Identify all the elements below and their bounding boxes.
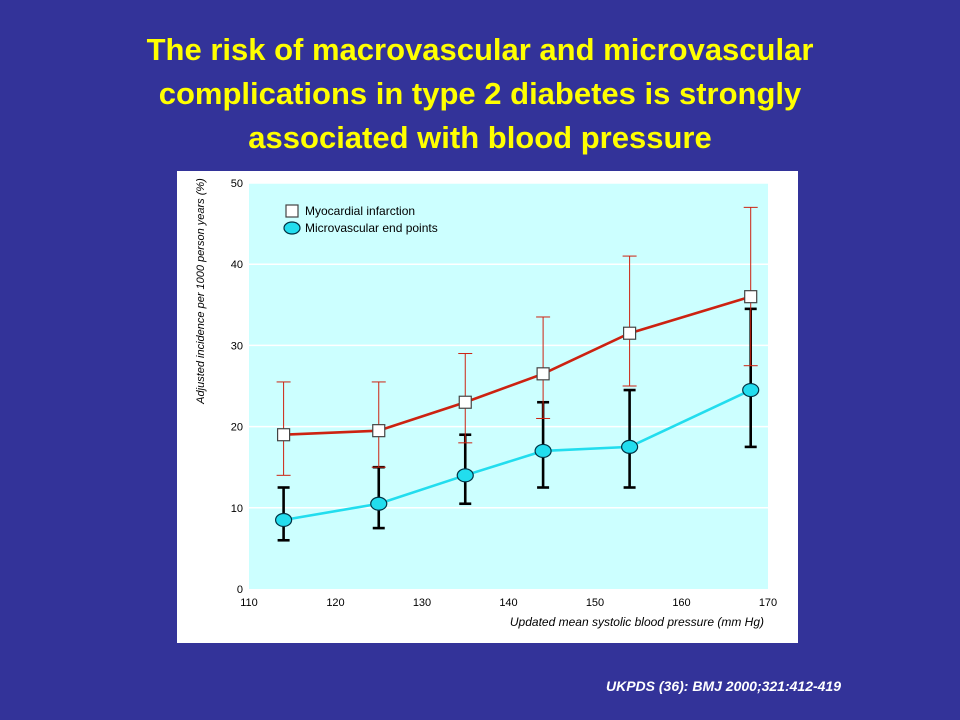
title-line-3: associated with blood pressure [248,120,712,155]
x-tick-label: 170 [759,597,777,609]
legend-label-mi: Myocardial infarction [305,204,415,218]
line-chart: 0 10 20 30 40 50 110 120 130 140 150 160 170 Updated … [195,178,777,629]
micro-data-point [274,512,293,528]
mi-data-point [623,326,637,340]
micro-data-point [621,439,639,454]
y-tick-label: 10 [231,503,243,515]
micro-data-point [370,496,388,511]
y-tick-label: 20 [231,422,243,434]
title-line-2: complications in type 2 diabetes is stro… [158,76,802,111]
mi-data-point [276,428,291,442]
x-tick-label: 150 [586,597,604,609]
slide-title: The risk of macrovascular and microvascu… [40,28,920,160]
title-line-1: The risk of macrovascular and microvascu… [146,32,814,67]
mi-data-point [536,367,550,381]
legend-marker-mi [285,204,299,218]
mi-data-point [372,424,386,438]
y-axis-label: Adjusted incidence per 1000 person years… [195,178,207,405]
legend-marker-micro [283,221,301,235]
mi-data-point [744,290,758,304]
x-tick-label: 130 [413,597,431,609]
y-tick-label: 0 [237,584,243,596]
micro-data-point [742,382,760,398]
y-tick-label: 50 [231,178,243,190]
mi-data-point [458,395,472,409]
x-tick-label: 160 [672,597,690,609]
citation: UKPDS (36): BMJ 2000;321:412-419 [606,678,841,694]
y-tick-label: 40 [231,259,243,271]
micro-data-point [456,468,474,483]
legend-label-micro: Microvascular end points [305,221,438,235]
chart-panel: 0 10 20 30 40 50 110 120 130 140 150 160 170 Updated … [177,171,798,643]
micro-series-line [283,388,752,522]
x-tick-label: 120 [326,597,344,609]
x-tick-label: 110 [240,597,258,609]
x-tick-label: 140 [499,597,517,609]
mi-series-line [283,295,752,437]
micro-data-point [534,443,552,459]
x-axis-label: Updated mean systolic blood pressure (mm… [510,615,764,629]
y-tick-label: 30 [231,340,243,352]
